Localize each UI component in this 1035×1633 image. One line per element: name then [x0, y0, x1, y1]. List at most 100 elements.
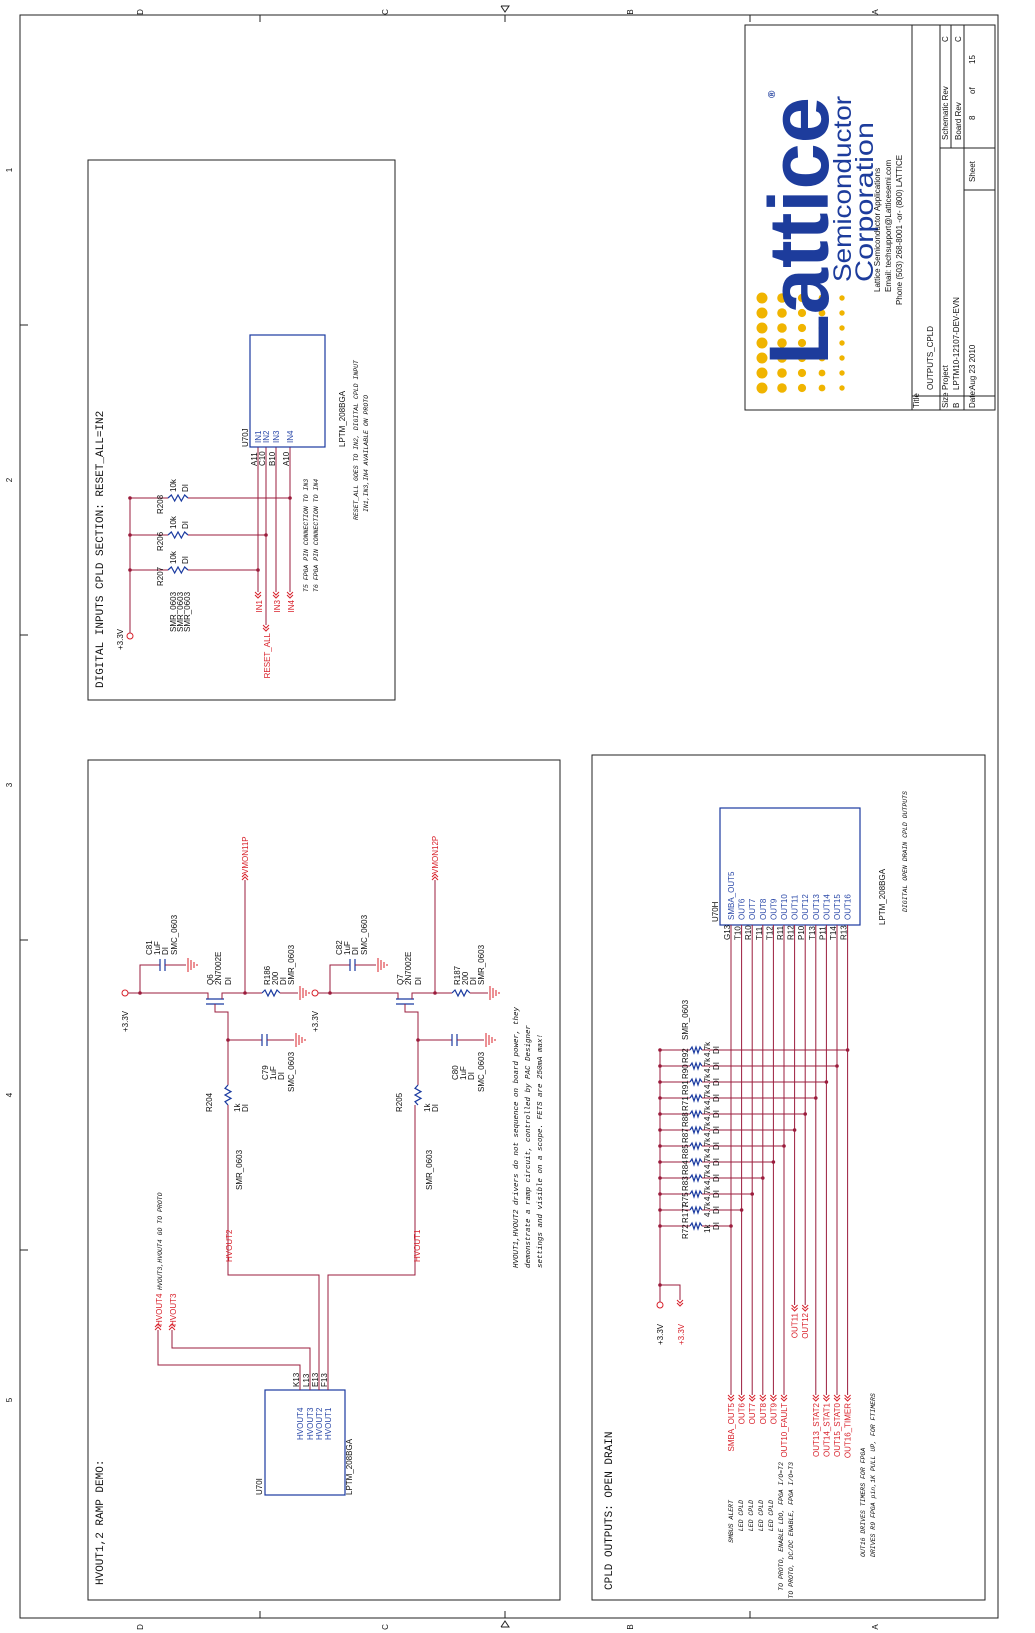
label: DI — [712, 1158, 721, 1166]
label: Board Rev — [954, 102, 963, 140]
label: A11 — [250, 452, 259, 466]
junction — [658, 1112, 662, 1116]
label: DRIVES R9 FPGA pin,1K PULL UP, FOR FTIME… — [870, 1393, 877, 1557]
label: LPTM_208BGA — [338, 390, 347, 447]
label: R88 — [681, 1112, 690, 1127]
label: +3.3V — [656, 1323, 665, 1345]
label: Corporation — [851, 122, 879, 282]
wire — [748, 1397, 756, 1402]
label: IN4 — [286, 430, 295, 443]
label: G13 — [723, 924, 732, 940]
label: B — [626, 9, 635, 14]
label: SMR_0603 — [477, 944, 486, 985]
label: IN2 — [262, 430, 271, 443]
logo-dot — [756, 322, 768, 334]
label: R207 — [156, 566, 165, 586]
label: OUT11 — [791, 1312, 800, 1338]
title-block — [744, 24, 996, 411]
wire — [689, 1061, 703, 1071]
logo-dot — [797, 338, 807, 348]
label: SMC_0603 — [287, 1051, 296, 1092]
wire — [500, 5, 510, 13]
label: DI — [414, 977, 423, 985]
wire — [738, 1397, 745, 1402]
label: TO PROTO, DC/DC ENABLE, FPGA I/O=T3 — [788, 1462, 795, 1599]
logo-dot — [818, 339, 826, 347]
junction — [658, 1144, 662, 1148]
label: R12 — [787, 925, 796, 940]
supply-symbol — [311, 989, 319, 997]
label: 1uF — [343, 941, 352, 955]
label: demonstrate a ramp circuit, controlled b… — [525, 1024, 533, 1268]
label: SMR_0603 — [235, 1149, 244, 1190]
wire — [780, 1394, 788, 1399]
label: R90 — [681, 1064, 690, 1079]
junction — [792, 1128, 797, 1132]
label: T14 — [829, 926, 838, 940]
logo-dot — [797, 368, 807, 378]
wire — [689, 1093, 703, 1103]
logo-dot — [839, 310, 845, 316]
label: Size — [941, 392, 950, 408]
label: LED CPLD — [768, 1500, 775, 1531]
logo-dot — [756, 292, 768, 304]
logo-dot — [777, 353, 787, 363]
label: OUT12 — [801, 894, 810, 920]
label: RESET_ALL — [263, 632, 272, 678]
wire — [833, 1397, 841, 1402]
junction — [128, 496, 132, 500]
label: HVOUT1,2 RAMP DEMO: — [95, 1460, 107, 1585]
label: R72 — [681, 1224, 690, 1239]
label: Schematic Rev — [941, 86, 950, 140]
logo-dot — [777, 338, 787, 348]
wire — [223, 1084, 233, 1106]
label: B — [952, 403, 961, 408]
wire — [689, 1205, 703, 1215]
wire — [801, 1304, 809, 1309]
logo-dot — [777, 368, 787, 378]
label: Q6 — [206, 974, 215, 985]
label: of — [968, 87, 977, 94]
label: IN1,IN3,IN4 AVAILABLE ON PROTO — [363, 395, 370, 512]
label: Title — [912, 393, 921, 408]
label: DI — [712, 1206, 721, 1214]
label: 15 — [968, 55, 977, 64]
label: LPTM10-12107-DEV-EVN — [952, 297, 961, 390]
label: DI — [469, 977, 478, 985]
chip-u70j — [249, 334, 326, 448]
junction — [814, 1096, 818, 1100]
wire — [727, 1394, 735, 1399]
wire — [168, 1323, 176, 1328]
label: VMON11P — [241, 836, 250, 874]
label: Lattice Semiconductor Applications — [873, 168, 882, 292]
label: 4.7k — [703, 1137, 712, 1153]
label: LED CPLD — [758, 1500, 765, 1531]
label: +3.3V — [311, 1010, 320, 1032]
label: OUT7 — [748, 898, 757, 920]
label: DI — [712, 1062, 721, 1070]
wire — [286, 591, 294, 596]
wire — [689, 1125, 703, 1135]
label: settings and visible on a scope. FETS ar… — [537, 1034, 545, 1268]
junction — [128, 568, 132, 572]
wire — [227, 1105, 320, 1390]
wire — [286, 594, 294, 599]
wire — [689, 1221, 703, 1231]
label: 1uF — [459, 1066, 468, 1080]
wire — [738, 1394, 745, 1399]
label: C — [381, 9, 390, 15]
wire — [154, 1323, 162, 1328]
label: DI — [712, 1078, 721, 1086]
label: IN4 — [287, 599, 296, 612]
wire — [262, 624, 270, 629]
label: SMR_0603 — [176, 591, 185, 632]
label: C — [954, 36, 963, 42]
junction — [658, 1128, 662, 1132]
wire — [676, 1302, 684, 1307]
wire — [157, 1330, 301, 1390]
label: 8 — [968, 115, 977, 120]
logo-dot — [839, 370, 845, 376]
label: OUT7 — [748, 1402, 757, 1424]
label: OUT6 — [738, 1402, 747, 1424]
label: SMBA_OUT5 — [727, 871, 736, 920]
